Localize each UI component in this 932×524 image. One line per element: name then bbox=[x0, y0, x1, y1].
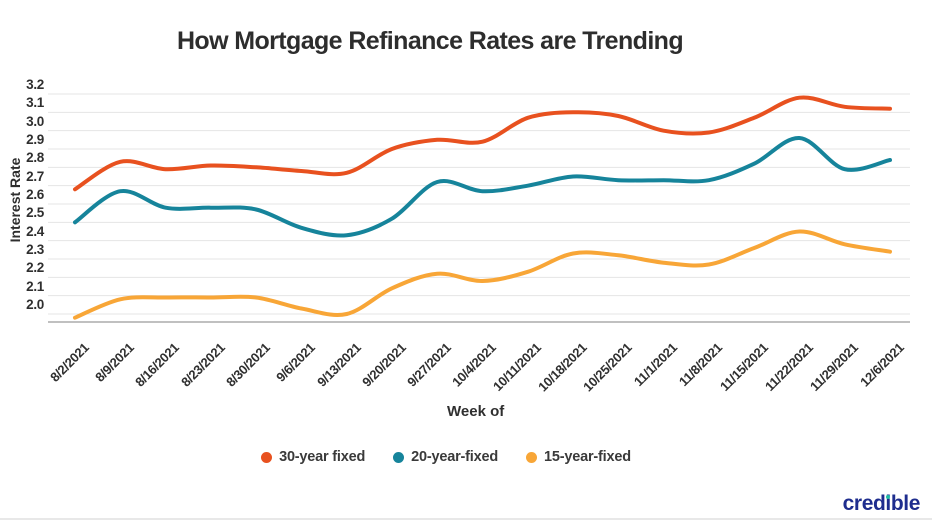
y-tick-label: 2.7 bbox=[26, 168, 44, 184]
legend-item: 15-year-fixed bbox=[526, 449, 631, 465]
logo-i-dot bbox=[885, 494, 891, 499]
x-tick-label: 8/16/2021 bbox=[132, 340, 183, 390]
y-tick-label: 3.1 bbox=[26, 95, 44, 111]
x-tick-label: 11/1/2021 bbox=[631, 340, 681, 390]
x-tick-label: 9/13/2021 bbox=[313, 340, 364, 390]
x-tick-label: 8/2/2021 bbox=[46, 340, 92, 385]
x-tick-label: 9/27/2021 bbox=[404, 340, 454, 390]
logo-text-cred: cred bbox=[842, 492, 886, 515]
logo-letter-i: i bbox=[885, 492, 891, 515]
y-tick-label: 2.5 bbox=[26, 205, 44, 221]
y-tick-label: 2.0 bbox=[26, 296, 44, 312]
x-tick-label: 10/18/2021 bbox=[535, 340, 590, 395]
y-tick-label: 3.0 bbox=[26, 113, 44, 129]
x-tick-label: 11/29/2021 bbox=[807, 340, 862, 394]
legend-label: 15-year-fixed bbox=[544, 449, 631, 465]
x-tick-label: 10/25/2021 bbox=[580, 340, 635, 395]
bottom-divider bbox=[0, 518, 932, 520]
legend-item: 20-year-fixed bbox=[393, 449, 498, 465]
x-tick-label: 11/22/2021 bbox=[762, 340, 817, 394]
legend-label: 20-year-fixed bbox=[411, 449, 499, 465]
credible-logo: credi ble bbox=[842, 492, 921, 516]
x-tick-label: 8/23/2021 bbox=[177, 340, 228, 390]
legend-item: 30-year fixed bbox=[261, 449, 365, 465]
y-tick-label: 2.6 bbox=[26, 186, 44, 202]
logo-letter-i-glyph: i bbox=[885, 492, 891, 515]
y-tick-label: 2.1 bbox=[26, 278, 44, 294]
y-tick-label: 2.2 bbox=[26, 260, 44, 276]
x-axis-title: Week of bbox=[447, 403, 505, 420]
series-line-30-year-fixed bbox=[73, 95, 892, 192]
legend-dot-icon bbox=[393, 451, 405, 463]
x-tick-label: 12/6/2021 bbox=[857, 340, 907, 390]
y-tick-label: 2.9 bbox=[26, 131, 44, 147]
y-tick-label: 3.2 bbox=[26, 77, 44, 92]
y-tick-label: 2.8 bbox=[26, 150, 44, 166]
x-tick-label: 8/30/2021 bbox=[223, 340, 273, 390]
x-tick-label: 11/15/2021 bbox=[716, 340, 771, 394]
logo-text-ble: ble bbox=[890, 492, 921, 515]
x-tick-label: 9/6/2021 bbox=[273, 340, 318, 385]
legend-dot-icon bbox=[261, 451, 273, 463]
x-tick-label: 8/9/2021 bbox=[92, 340, 137, 385]
chart-title: How Mortgage Refinance Rates are Trendin… bbox=[176, 27, 684, 55]
legend-dot-icon bbox=[526, 451, 538, 463]
y-tick-label: 2.3 bbox=[26, 241, 44, 257]
y-tick-label: 2.4 bbox=[26, 223, 44, 239]
series-line-20-year-fixed bbox=[73, 136, 892, 238]
legend-label: 30-year fixed bbox=[279, 449, 366, 465]
x-tick-label: 9/20/2021 bbox=[358, 340, 409, 390]
legend: 30-year fixed 20-year-fixed 15-year-fixed bbox=[0, 446, 892, 468]
series-line-15-year-fixed bbox=[73, 229, 892, 320]
